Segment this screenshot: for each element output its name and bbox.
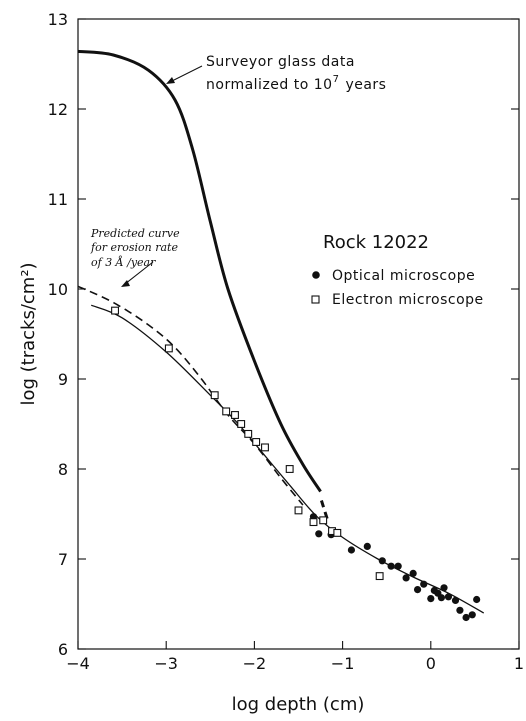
legend-electron-marker xyxy=(311,295,320,304)
x-tick-label: −3 xyxy=(154,654,178,673)
optical-point xyxy=(363,542,371,551)
y-tick-label: 12 xyxy=(48,100,68,119)
fit-curve-line xyxy=(90,304,485,614)
x-tick-label: 1 xyxy=(514,654,524,673)
optical-point xyxy=(456,606,464,614)
electron-point xyxy=(222,407,231,416)
y-tick-label: 13 xyxy=(48,10,68,29)
electron-point xyxy=(333,528,342,537)
electron-point xyxy=(309,518,318,527)
x-axis-title: log depth (cm) xyxy=(232,694,365,715)
optical-point xyxy=(413,586,422,594)
y-tick-label: 7 xyxy=(58,550,68,569)
surveyor-line2-text: normalized to 10 xyxy=(206,77,333,93)
legend-electron-label: Electron microscope xyxy=(332,292,484,308)
surveyor-line2-suffix: years xyxy=(345,77,386,93)
optical-point xyxy=(462,613,470,622)
optical-point xyxy=(378,557,386,565)
y-axis-title: log (tracks/cm²) xyxy=(18,262,39,405)
electron-point xyxy=(319,516,328,525)
predicted-annotation-line3: of 3 Å /year xyxy=(91,255,156,269)
x-axis-ticks: −4 −3 −2 −1 0 1 xyxy=(66,641,524,673)
curves xyxy=(77,49,485,614)
optical-point xyxy=(409,569,417,578)
electron-point xyxy=(231,411,239,419)
surveyor-annotation-line1: Surveyor glass data xyxy=(206,54,355,70)
y-tick-label: 10 xyxy=(48,280,68,299)
x-tick-label: 0 xyxy=(426,654,436,673)
x-tick-label: −2 xyxy=(243,654,267,673)
optical-point xyxy=(451,596,460,605)
predicted-annotation-line2: for erosion rate xyxy=(90,241,178,254)
electron-point xyxy=(164,344,173,353)
surveyor-arrow-shaft xyxy=(169,65,203,83)
surveyor-glass-data-extension-line xyxy=(320,500,330,524)
optical-point xyxy=(468,611,476,619)
electron-point xyxy=(294,506,303,515)
optical-point xyxy=(437,594,445,602)
x-tick-label: −1 xyxy=(331,654,355,673)
optical-point xyxy=(444,593,453,601)
optical-point xyxy=(315,530,323,538)
electron-point xyxy=(244,429,253,438)
optical-point xyxy=(473,595,481,604)
predicted-arrow-shaft xyxy=(124,261,154,285)
y-axis-ticks: 6 7 8 9 10 11 12 13 xyxy=(48,10,519,659)
legend-optical-marker xyxy=(312,271,320,279)
y-tick-label: 9 xyxy=(58,370,68,389)
legend-optical-label: Optical microscope xyxy=(332,268,475,284)
plot-frame xyxy=(77,18,520,650)
predicted-arrow-head xyxy=(121,280,130,287)
y-tick-label: 6 xyxy=(58,640,68,659)
electron-point xyxy=(210,391,219,400)
electron-point xyxy=(237,420,246,428)
electron-point xyxy=(285,465,294,473)
electron-point xyxy=(252,438,261,446)
x-tick-label: −4 xyxy=(66,654,90,673)
electron-point xyxy=(375,572,384,581)
data-points xyxy=(111,306,481,622)
surveyor-arrow-head xyxy=(166,77,175,84)
optical-point xyxy=(387,562,395,570)
optical-point xyxy=(402,574,410,582)
optical-point xyxy=(420,580,428,588)
optical-point xyxy=(394,562,402,570)
surveyor-exponent: 7 xyxy=(333,74,340,85)
optical-point xyxy=(440,584,448,592)
surveyor-annotation-line2: normalized to 107 years xyxy=(206,74,386,93)
optical-point xyxy=(427,595,435,603)
optical-point xyxy=(347,546,356,554)
electron-point xyxy=(261,443,269,452)
legend-title: Rock 12022 xyxy=(323,232,429,253)
predicted-annotation-line1: Predicted curve xyxy=(90,227,180,240)
y-tick-label: 11 xyxy=(48,190,68,209)
surveyor-glass-data-line xyxy=(77,49,322,493)
y-tick-label: 8 xyxy=(58,460,68,479)
predicted-curve-line xyxy=(77,285,304,506)
electron-point xyxy=(111,306,119,315)
